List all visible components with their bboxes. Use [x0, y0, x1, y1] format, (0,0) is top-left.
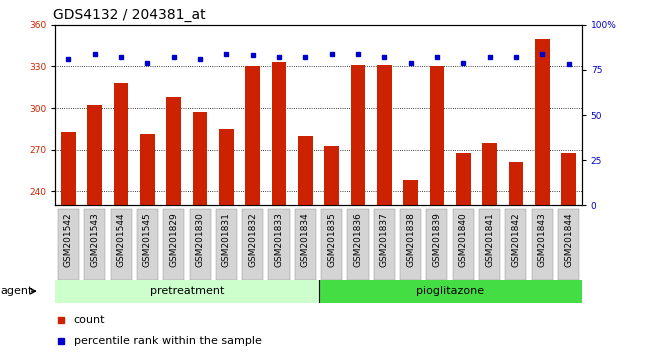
Text: percentile rank within the sample: percentile rank within the sample — [73, 336, 261, 346]
Bar — [140, 135, 155, 205]
Bar — [535, 39, 549, 205]
Bar — [272, 62, 286, 205]
Text: GSM201544: GSM201544 — [116, 212, 125, 267]
FancyBboxPatch shape — [479, 209, 500, 280]
Bar — [456, 153, 471, 205]
Text: pioglitazone: pioglitazone — [416, 286, 484, 296]
Bar — [509, 162, 523, 205]
FancyBboxPatch shape — [111, 209, 131, 280]
FancyBboxPatch shape — [400, 209, 421, 280]
FancyBboxPatch shape — [84, 209, 105, 280]
Bar — [377, 65, 391, 205]
Text: agent: agent — [1, 286, 32, 296]
FancyBboxPatch shape — [374, 209, 395, 280]
Text: count: count — [73, 315, 105, 325]
FancyBboxPatch shape — [348, 209, 369, 280]
Text: GSM201545: GSM201545 — [143, 212, 152, 267]
Bar — [246, 67, 260, 205]
Text: GSM201830: GSM201830 — [196, 212, 205, 267]
Text: GSM201829: GSM201829 — [169, 212, 178, 267]
FancyBboxPatch shape — [318, 280, 582, 303]
Text: GSM201833: GSM201833 — [274, 212, 283, 267]
Text: GSM201834: GSM201834 — [301, 212, 310, 267]
FancyBboxPatch shape — [426, 209, 447, 280]
Bar — [324, 145, 339, 205]
Bar — [298, 136, 313, 205]
FancyBboxPatch shape — [321, 209, 342, 280]
Text: GSM201832: GSM201832 — [248, 212, 257, 267]
Bar — [482, 143, 497, 205]
Bar — [430, 67, 444, 205]
Bar — [351, 65, 365, 205]
Text: GSM201838: GSM201838 — [406, 212, 415, 267]
Bar — [88, 105, 102, 205]
Bar — [193, 112, 207, 205]
Text: GSM201836: GSM201836 — [354, 212, 363, 267]
FancyBboxPatch shape — [242, 209, 263, 280]
FancyBboxPatch shape — [268, 209, 289, 280]
Text: GSM201840: GSM201840 — [459, 212, 468, 267]
Text: GSM201831: GSM201831 — [222, 212, 231, 267]
Text: GSM201835: GSM201835 — [327, 212, 336, 267]
FancyBboxPatch shape — [216, 209, 237, 280]
FancyBboxPatch shape — [190, 209, 211, 280]
FancyBboxPatch shape — [532, 209, 552, 280]
FancyBboxPatch shape — [137, 209, 158, 280]
FancyBboxPatch shape — [453, 209, 474, 280]
Text: GSM201842: GSM201842 — [512, 212, 521, 267]
FancyBboxPatch shape — [558, 209, 579, 280]
FancyBboxPatch shape — [55, 280, 318, 303]
Text: GDS4132 / 204381_at: GDS4132 / 204381_at — [53, 8, 205, 22]
Text: pretreatment: pretreatment — [150, 286, 224, 296]
FancyBboxPatch shape — [163, 209, 184, 280]
Text: GSM201843: GSM201843 — [538, 212, 547, 267]
Text: GSM201844: GSM201844 — [564, 212, 573, 267]
Text: GSM201841: GSM201841 — [485, 212, 494, 267]
FancyBboxPatch shape — [295, 209, 316, 280]
Text: GSM201837: GSM201837 — [380, 212, 389, 267]
Bar — [114, 83, 128, 205]
FancyBboxPatch shape — [58, 209, 79, 280]
Bar — [562, 153, 576, 205]
Bar — [404, 180, 418, 205]
Bar — [61, 132, 75, 205]
Bar — [219, 129, 233, 205]
FancyBboxPatch shape — [506, 209, 526, 280]
Bar — [166, 97, 181, 205]
Text: GSM201839: GSM201839 — [432, 212, 441, 267]
Text: GSM201543: GSM201543 — [90, 212, 99, 267]
Text: GSM201542: GSM201542 — [64, 212, 73, 267]
